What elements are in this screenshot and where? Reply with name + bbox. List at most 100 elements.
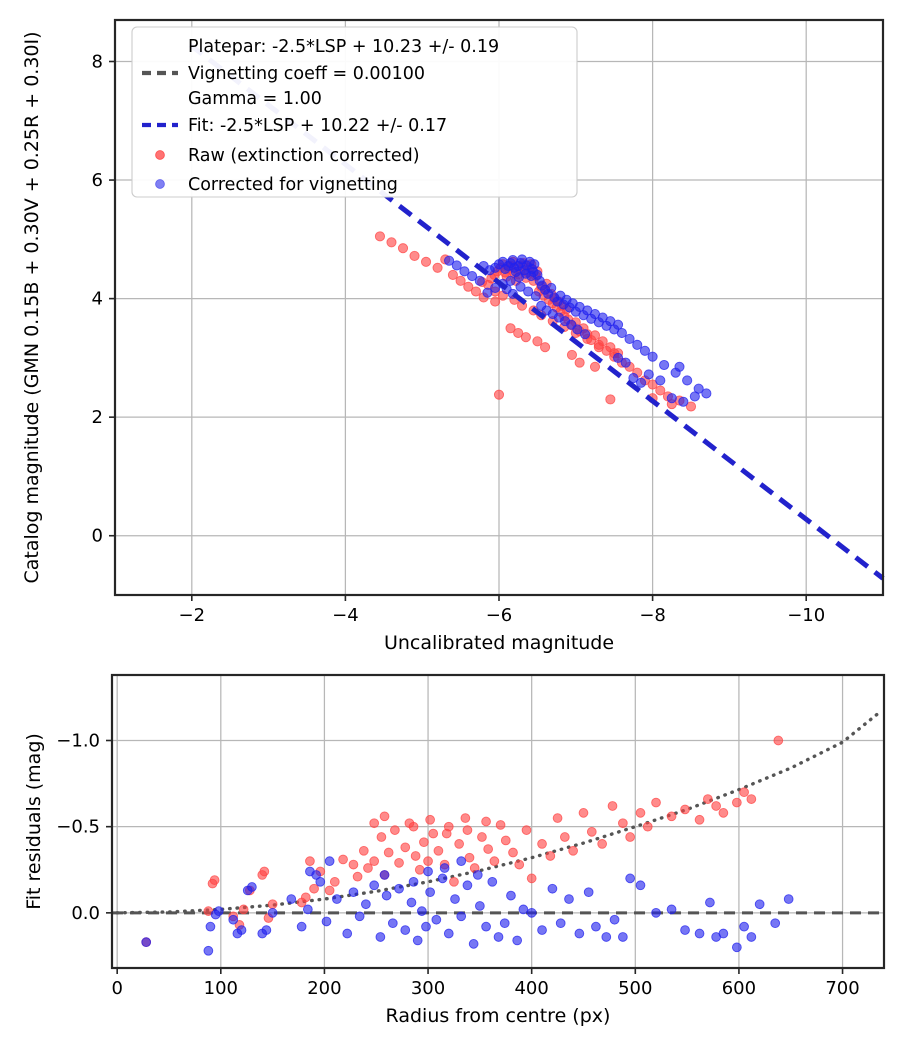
x-tick-label: 0 [111,978,122,999]
data-point [530,291,541,302]
y-tick-label: −1.0 [56,730,100,751]
data-point [410,851,421,861]
data-point [678,396,689,407]
legend-background [131,26,578,198]
data-point [348,887,359,898]
x-tick-label: −10 [787,605,825,626]
data-point [694,814,705,825]
legend-label: Corrected for vignetting [188,175,398,195]
data-point [655,385,666,396]
data-point [754,899,765,910]
data-point [770,918,781,929]
legend-entry-gamma[interactable]: Gamma = 1.00 [188,89,322,109]
data-point [612,352,624,363]
data-point [518,904,529,915]
data-point [451,260,462,271]
legend-label: Platepar: -2.5*LSP + 10.23 +/- 0.19 [188,37,499,57]
data-point [508,847,518,858]
legend-label: Raw (extinction corrected) [188,146,420,166]
data-point [636,377,647,388]
data-point [468,939,479,949]
data-point [489,856,500,866]
x-tick-label: 400 [514,978,548,999]
data-point [397,243,409,254]
data-point [685,401,697,412]
data-point [375,932,386,942]
data-point [694,928,705,939]
data-point [512,935,523,946]
legend-swatch-dot [155,150,165,160]
legend-label: Vignetting coeff = 0.00100 [188,64,425,84]
data-point [514,859,525,870]
y-tick-label: 4 [92,289,103,310]
y-axis-label: Catalog magnitude (GMN 0.15B + 0.30V + 0… [21,31,43,583]
data-point [462,880,473,891]
y-tick-label: 2 [92,407,103,428]
legend-label: Gamma = 1.00 [188,89,322,109]
data-point [586,826,597,837]
data-point [718,808,729,818]
data-point [481,921,491,932]
x-tick-label: −8 [639,605,666,626]
data-point [443,928,454,939]
vignetting-model-curve [115,711,881,915]
data-point [568,845,578,856]
x-tick-label: 300 [411,978,445,999]
data-point [589,361,601,372]
data-point [499,918,510,929]
data-point [609,914,620,925]
data-point [455,275,466,286]
data-point [431,914,442,925]
data-point [639,345,650,356]
x-axis-label: Radius from centre (px) [386,1005,611,1027]
data-point [711,801,721,811]
data-point [477,832,487,842]
legend-entry-vignetting-coeff[interactable]: Vignetting coeff = 0.00100 [142,64,425,84]
data-point [454,839,464,849]
data-point [369,818,380,829]
data-point [348,859,359,870]
data-point [572,324,583,335]
data-point [228,914,239,925]
x-tick-label: −2 [179,605,206,626]
data-point [437,873,448,884]
data-point [526,907,537,918]
axis-ticks: 0 100 200 300 400 500 600 700 0.0 −0.5 −1.0 [56,730,859,999]
legend-entry-corrected[interactable]: Corrected for vignetting [155,175,398,195]
grid-lines [112,675,884,968]
data-point [682,375,693,386]
data-point [352,871,363,882]
data-point [651,797,661,808]
legend-swatch-dot [155,179,165,189]
data-point [746,932,757,942]
data-point [259,866,270,877]
legend-entry-raw[interactable]: Raw (extinction corrected) [155,146,420,166]
data-point [537,839,547,849]
data-point [460,813,471,823]
data-point [374,231,386,242]
data-point [354,911,365,922]
data-point [559,832,570,842]
data-point [612,319,624,330]
data-point [342,928,353,939]
y-tick-label: 6 [92,170,103,191]
data-point [414,864,425,875]
axes-frame [110,673,886,970]
data-point [400,925,411,935]
data-point [205,921,216,932]
data-point [324,885,335,896]
legend-entry-platepar[interactable]: Platepar: -2.5*LSP + 10.23 +/- 0.19 [188,37,499,57]
data-point [300,892,311,903]
data-point [447,269,458,280]
data-point [651,907,661,918]
data-point [296,921,307,932]
data-point [616,327,627,339]
data-point [450,894,460,904]
data-point [540,342,551,353]
data-point [387,918,398,929]
data-point [379,811,390,822]
data-point [309,883,319,894]
data-point [506,890,516,901]
legend-entry-fit[interactable]: Fit: -2.5*LSP + 10.22 +/- 0.17 [142,116,447,136]
data-point [635,808,646,818]
